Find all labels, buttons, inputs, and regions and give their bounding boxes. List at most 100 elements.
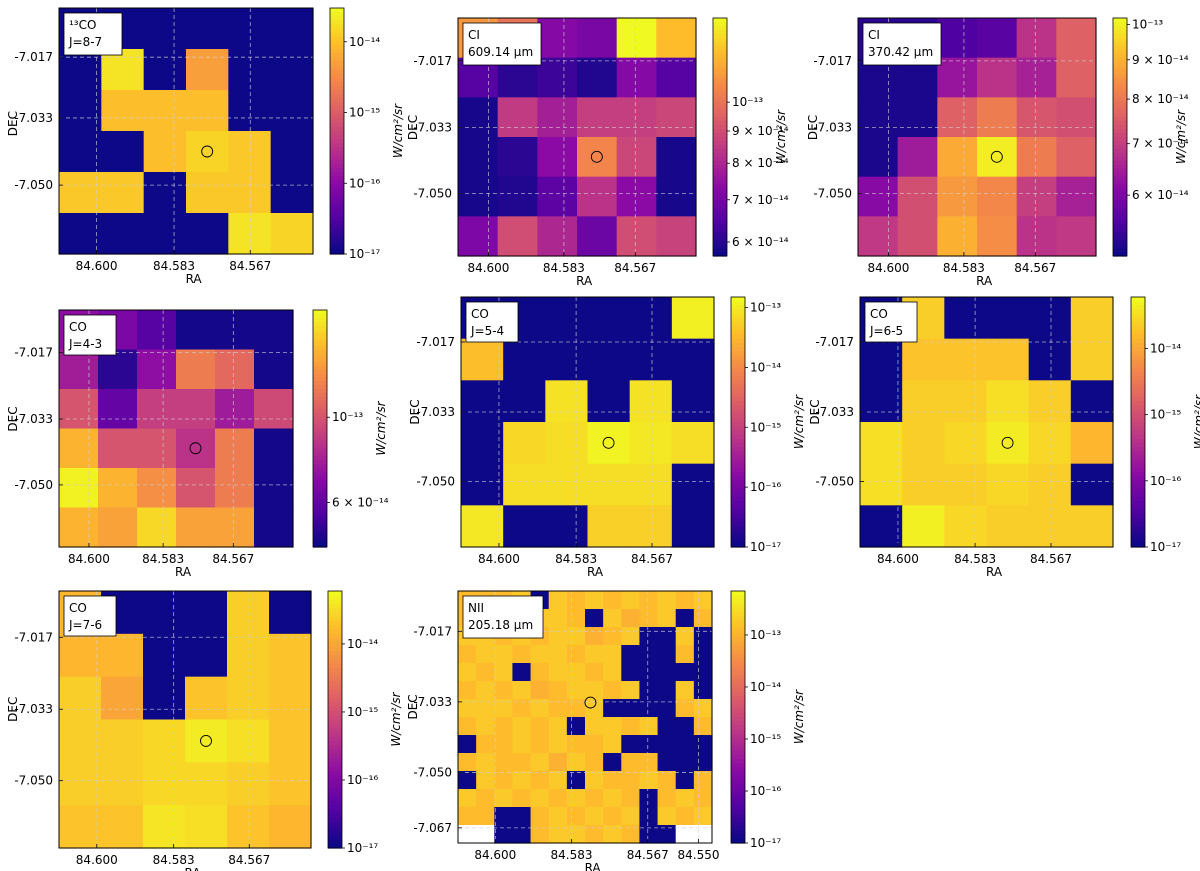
colorbar-segment [328, 689, 342, 695]
heatmap-cell [675, 699, 695, 718]
colorbar-segment [713, 105, 727, 110]
heatmap-cell [269, 762, 312, 806]
heatmap-cell [186, 8, 229, 50]
heatmap-cell [657, 717, 677, 736]
colorbar-segment [731, 534, 745, 540]
heatmap-cell [270, 213, 314, 255]
colorbar-segment [330, 126, 344, 132]
colorbar-segment [731, 434, 745, 440]
colorbar-segment [313, 531, 327, 536]
heatmap-cell [137, 389, 177, 430]
colorbar-segment [731, 392, 745, 398]
panel-2: 84.600 84.583 84.567 -7.017 -7.033 -7.050 RA DE… [406, 17, 789, 288]
heatmap-cell [143, 213, 187, 255]
y-axis-label: DEC [6, 697, 20, 722]
heatmap-cell [185, 591, 228, 635]
colorbar-segment [713, 156, 727, 162]
colorbar-segment [731, 384, 745, 390]
colorbar-segment [731, 317, 745, 323]
heatmap-cell [621, 645, 641, 664]
colorbar-segment [328, 762, 342, 768]
x-tick-label: 84.567 [212, 552, 254, 566]
colorbar-segment [1113, 73, 1127, 79]
colorbar-segment [328, 843, 342, 849]
heatmap-cell [1056, 216, 1097, 257]
colorbar-segment [1113, 125, 1127, 130]
colorbar-segment [330, 233, 344, 239]
heatmap-cell [530, 771, 550, 790]
heatmap-cell [101, 90, 145, 132]
heatmap-cell [476, 753, 495, 772]
colorbar-segment [1131, 505, 1145, 511]
heatmap-cell [137, 468, 177, 509]
colorbar-segment [731, 603, 745, 609]
heatmap-cell [986, 422, 1030, 465]
colorbar-segment [1113, 204, 1127, 209]
colorbar-segment [313, 475, 327, 481]
colorbar-segment [713, 133, 727, 138]
x-tick-label: 84.567 [1014, 261, 1056, 275]
colorbar-segment [1113, 196, 1127, 202]
colorbar-segment [713, 45, 727, 51]
colorbar-segment [328, 835, 342, 841]
heatmap-cell [186, 131, 229, 173]
colorbar-segment [731, 513, 745, 519]
heatmap-cell [1070, 338, 1114, 381]
colorbar-frame [730, 296, 746, 548]
colorbar-segment [731, 801, 745, 806]
heatmap-cell [503, 505, 546, 548]
colorbar-segment [313, 329, 327, 335]
heatmap-cell [59, 762, 102, 806]
x-tick-label: 84.600 [467, 261, 509, 275]
heatmap-cell [461, 422, 504, 465]
colorbar-segment [731, 612, 745, 617]
colorbar-segment [313, 333, 327, 339]
colorbar-segment [731, 738, 745, 743]
colorbar-segment [1113, 61, 1127, 67]
colorbar-segment [731, 505, 745, 511]
colorbar-segment [731, 708, 745, 714]
colorbar-segment [731, 754, 745, 760]
colorbar-tick-label: 10⁻¹⁵ [1150, 408, 1181, 422]
colorbar-segment [731, 813, 745, 819]
colorbar-segment [328, 745, 342, 751]
colorbar-tick-label: 10⁻¹⁷ [750, 540, 781, 554]
panel-6: 84.600 84.583 84.567 -7.017 -7.033 -7.050 RA DE… [808, 296, 1200, 579]
heatmap-cell [603, 627, 622, 646]
colorbar-segment [313, 400, 327, 406]
colorbar-segment [330, 184, 344, 189]
heatmap-cell [497, 137, 538, 178]
heatmap-cell [657, 753, 677, 772]
heatmap-cell [185, 676, 228, 721]
colorbar-segment [1131, 430, 1145, 436]
heatmap-cell [986, 297, 1030, 340]
colorbar-tick-label: 10⁻¹⁶ [750, 784, 781, 798]
heatmap-cell [530, 789, 550, 808]
colorbar-segment [330, 159, 344, 165]
colorbar-segment [313, 456, 327, 461]
colorbar-segment [330, 163, 344, 169]
heatmap-cell [587, 463, 631, 506]
heatmap-cell [1016, 18, 1057, 59]
colorbar-tick-label: 10⁻¹⁶ [1150, 474, 1181, 488]
heatmap-cell [458, 771, 477, 790]
colorbar-segment [330, 106, 344, 112]
colorbar-segment [713, 212, 727, 217]
heatmap-cell [530, 753, 550, 772]
colorbar-segment [731, 628, 745, 634]
heatmap-cell [858, 137, 899, 178]
colorbar-segment [330, 204, 344, 210]
heatmap-cell [59, 507, 99, 548]
heatmap-cell [675, 825, 695, 844]
heatmap-cell [902, 380, 945, 423]
colorbar-segment [328, 818, 342, 823]
heatmap-cell [494, 753, 514, 772]
heatmap-cell [227, 762, 270, 806]
colorbar-segment [1131, 426, 1145, 431]
colorbar-segment [330, 225, 344, 230]
colorbar-segment [1113, 45, 1127, 51]
heatmap-cell [657, 771, 677, 790]
heatmap-cell [1016, 176, 1057, 217]
heatmap-cell [616, 18, 657, 59]
colorbar-segment [1131, 397, 1145, 402]
